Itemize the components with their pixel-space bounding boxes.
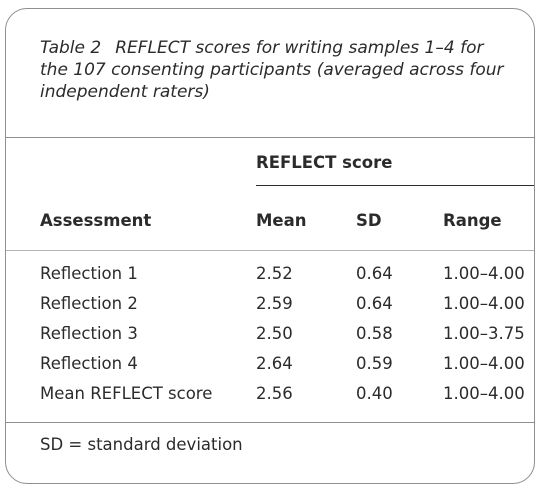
cell-sd: 0.40 (356, 384, 393, 403)
cell-sd: 0.64 (356, 294, 393, 313)
cell-sd: 0.59 (356, 354, 393, 373)
group-header-rule (256, 185, 534, 186)
cell-mean: 2.59 (256, 294, 293, 313)
cell-range: 1.00–4.00 (443, 384, 525, 403)
cell-mean: 2.50 (256, 324, 293, 343)
cell-sd: 0.58 (356, 324, 393, 343)
cell-assessment: Reflection 1 (40, 264, 138, 283)
header-rule (6, 250, 534, 251)
column-header-mean: Mean (256, 211, 307, 230)
cell-assessment: Reflection 4 (40, 354, 138, 373)
table-footnote: SD = standard deviation (40, 435, 243, 454)
cell-range: 1.00–4.00 (443, 264, 525, 283)
column-header-assessment: Assessment (40, 211, 152, 230)
group-header: REFLECT score (256, 153, 393, 172)
column-header-sd: SD (356, 211, 382, 230)
cell-range: 1.00–4.00 (443, 354, 525, 373)
cell-assessment: Reflection 2 (40, 294, 138, 313)
cell-range: 1.00–4.00 (443, 294, 525, 313)
cell-mean: 2.52 (256, 264, 293, 283)
cell-range: 1.00–3.75 (443, 324, 525, 343)
cell-sd: 0.64 (356, 264, 393, 283)
cell-assessment: Reflection 3 (40, 324, 138, 343)
caption-text: REFLECT scores for writing samples 1–4 f… (40, 38, 504, 102)
table-label: Table 2 (40, 38, 102, 58)
caption-box: Table 2 REFLECT scores for writing sample… (6, 9, 534, 138)
cell-mean: 2.56 (256, 384, 293, 403)
cell-mean: 2.64 (256, 354, 293, 373)
table-frame: Table 2 REFLECT scores for writing sample… (5, 8, 535, 484)
footer-rule (6, 422, 534, 423)
table-caption: Table 2 REFLECT scores for writing sample… (40, 37, 510, 103)
column-header-range: Range (443, 211, 502, 230)
cell-assessment: Mean REFLECT score (40, 384, 213, 403)
